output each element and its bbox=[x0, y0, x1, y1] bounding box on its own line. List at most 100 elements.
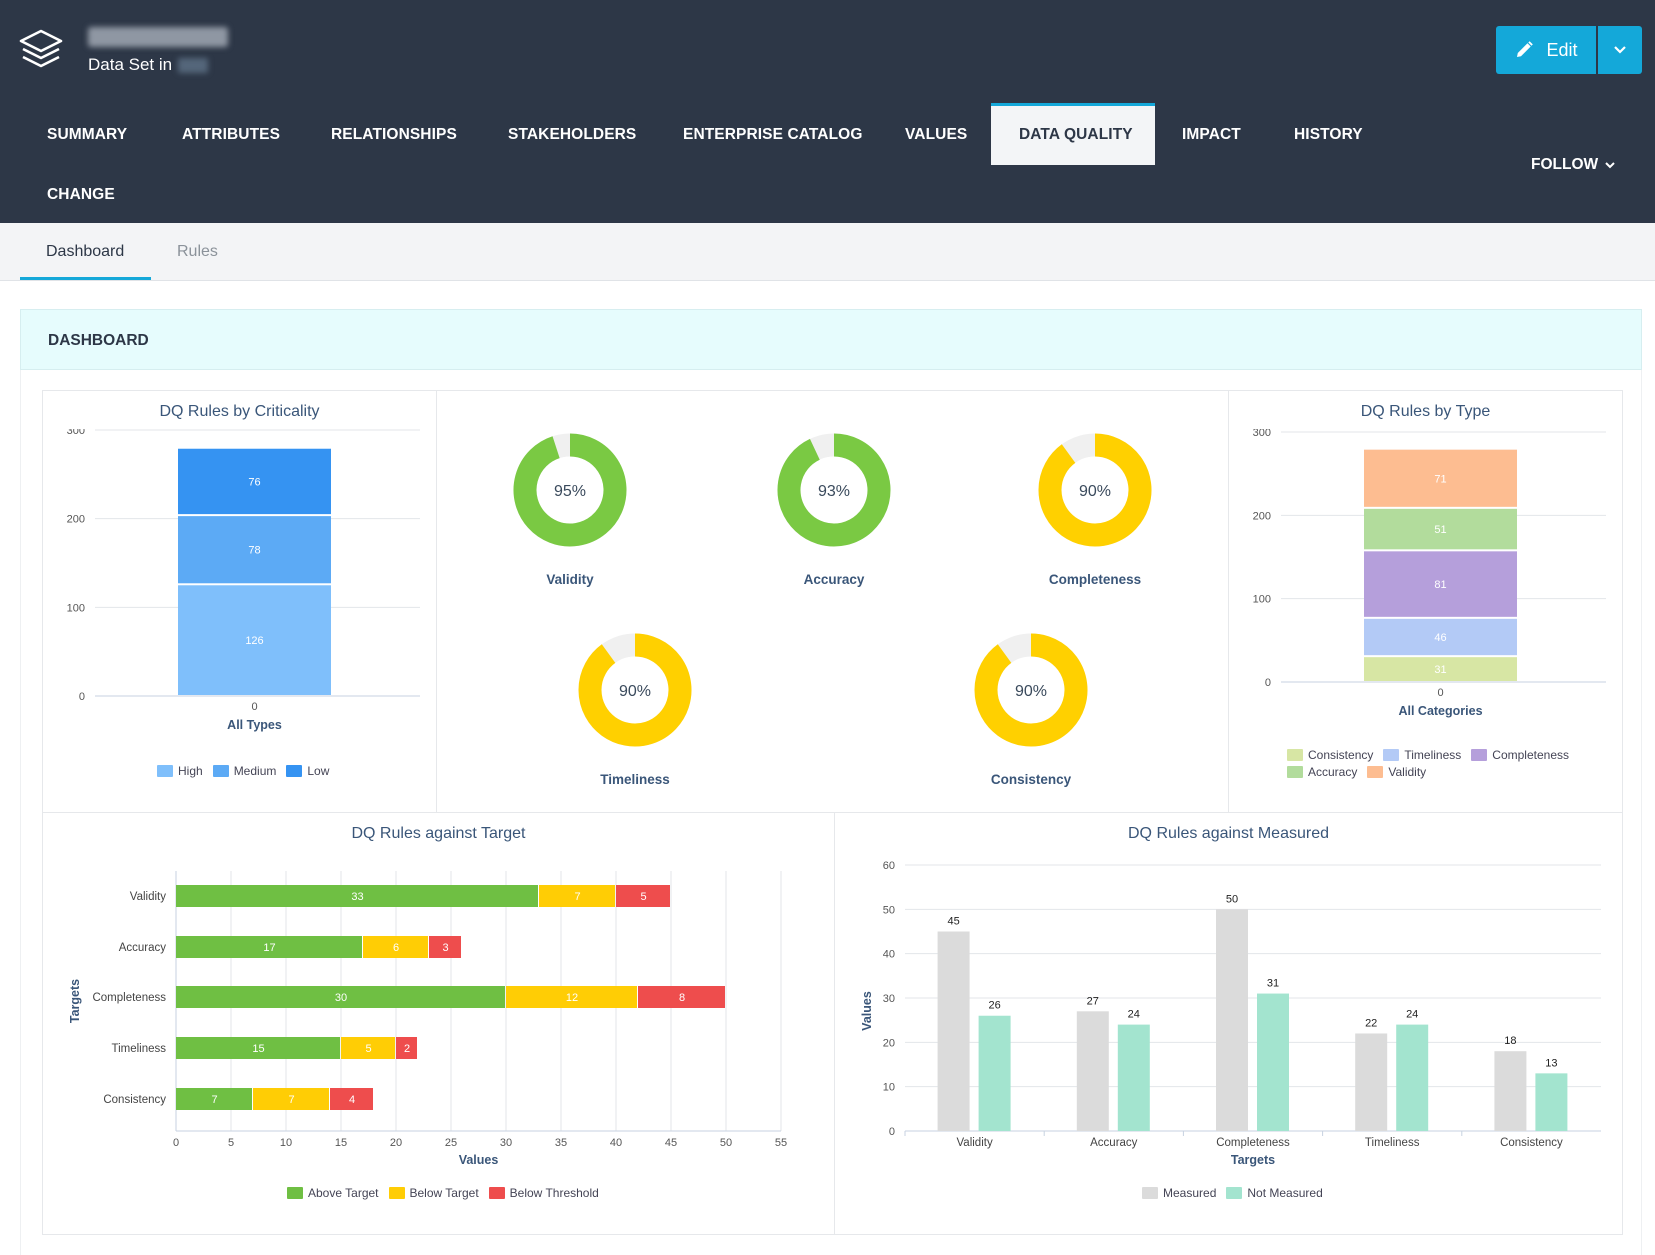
tab-attributes[interactable]: ATTRIBUTES bbox=[182, 126, 281, 143]
bar-segment-below-threshold bbox=[429, 936, 461, 958]
bar-measured bbox=[1076, 1011, 1109, 1131]
gauge-label: Timeliness bbox=[600, 772, 670, 787]
y-tick-label: Validity bbox=[130, 891, 166, 903]
legend-swatch bbox=[1226, 1187, 1243, 1199]
bar-segment-above-target bbox=[176, 1088, 252, 1110]
gauge-value: 90% bbox=[1079, 483, 1111, 500]
data-label: 7 bbox=[288, 1094, 294, 1106]
legend-item-above-target[interactable]: Above Target bbox=[287, 1186, 379, 1200]
bar-not-measured bbox=[1396, 1024, 1429, 1131]
data-label: 26 bbox=[988, 1000, 1000, 1012]
type-chart-panel: DQ Rules by Type 0 100 200 300 31 46 81 51 71 0 Al… bbox=[1228, 390, 1623, 813]
y-tick-label: 200 bbox=[1253, 510, 1271, 522]
tab-impact[interactable]: IMPACT bbox=[1182, 126, 1241, 143]
data-label: 5 bbox=[640, 891, 646, 903]
legend-item-below-threshold[interactable]: Below Threshold bbox=[488, 1186, 599, 1200]
tab-summary[interactable]: SUMMARY bbox=[47, 126, 128, 143]
data-label: 22 bbox=[1365, 1017, 1377, 1029]
gauge-value: 93% bbox=[818, 483, 850, 500]
bar-segment-accuracy bbox=[1364, 508, 1517, 550]
data-label: 7 bbox=[574, 891, 580, 903]
data-label: 18 bbox=[1504, 1035, 1516, 1047]
tab-change[interactable]: CHANGE bbox=[47, 186, 115, 203]
legend-item-not-measured[interactable]: Not Measured bbox=[1226, 1186, 1323, 1200]
edit-button[interactable]: Edit bbox=[1496, 26, 1596, 74]
y-tick-label: Timeliness bbox=[111, 1043, 166, 1055]
legend-item-completeness[interactable]: Completeness bbox=[1471, 748, 1569, 762]
chart-title: DQ Rules by Criticality bbox=[159, 403, 320, 420]
legend-swatch bbox=[157, 765, 173, 777]
bar-measured bbox=[937, 931, 970, 1131]
legend-label: Measured bbox=[1163, 1186, 1217, 1200]
legend-swatch bbox=[1471, 749, 1488, 761]
legend-item-timeliness[interactable]: Timeliness bbox=[1383, 748, 1461, 762]
edit-dropdown-button[interactable] bbox=[1598, 26, 1642, 74]
tab-history[interactable]: HISTORY bbox=[1294, 126, 1363, 143]
gauge-arc-accuracy bbox=[777, 433, 891, 547]
data-label: 17 bbox=[263, 942, 275, 954]
subtab-dashboard[interactable]: Dashboard bbox=[46, 243, 125, 260]
y-tick-label: 300 bbox=[67, 429, 85, 437]
bar-segment-below-target bbox=[253, 1088, 329, 1110]
data-label: 24 bbox=[1128, 1009, 1140, 1021]
criticality-chart: 0 100 200 300 126 78 76 0 All Types bbox=[67, 429, 420, 732]
legend-item-validity[interactable]: Validity bbox=[1367, 765, 1426, 779]
chart-title: DQ Rules against Measured bbox=[1128, 825, 1329, 842]
data-label: 8 bbox=[679, 992, 685, 1004]
legend-swatch bbox=[388, 1187, 405, 1199]
y-tick-label: 50 bbox=[883, 904, 895, 916]
gauge-label: Completeness bbox=[1049, 572, 1141, 587]
legend-item-consistency[interactable]: Consistency bbox=[1287, 748, 1373, 762]
tab-stakeholders[interactable]: STAKEHOLDERS bbox=[508, 126, 637, 143]
bar-segment-high bbox=[178, 585, 331, 695]
x-tick-label: 40 bbox=[610, 1137, 622, 1149]
target-chart-panel: DQ Rules against Target 0 5 10 15 20 25 30 35 40… bbox=[42, 812, 835, 1235]
legend-item-below-target[interactable]: Below Target bbox=[388, 1186, 479, 1200]
bar-not-measured bbox=[1535, 1073, 1568, 1131]
x-axis-title: Targets bbox=[1231, 1153, 1275, 1167]
legend-label: Below Target bbox=[409, 1186, 479, 1200]
tab-values[interactable]: VALUES bbox=[905, 126, 968, 143]
tab-relationships[interactable]: RELATIONSHIPS bbox=[331, 126, 457, 143]
legend-item-high[interactable]: High bbox=[157, 764, 203, 778]
subtab-rules[interactable]: Rules bbox=[177, 243, 218, 260]
data-label: 3 bbox=[442, 942, 448, 954]
gauge-label: Validity bbox=[546, 572, 594, 587]
subtitle-redacted bbox=[178, 57, 209, 73]
bar-not-measured bbox=[1257, 993, 1289, 1131]
x-tick-label: 45 bbox=[665, 1137, 677, 1149]
y-tick-label: 20 bbox=[883, 1037, 895, 1049]
category-label: All Categories bbox=[1398, 704, 1482, 718]
tab-enterprise-catalog[interactable]: ENTERPRISE CATALOG bbox=[683, 126, 863, 143]
data-label: 31 bbox=[1267, 978, 1279, 990]
tab-data-quality-active-bg bbox=[991, 103, 1155, 165]
y-tick-label: 0 bbox=[889, 1126, 895, 1138]
bar-measured bbox=[1494, 1051, 1527, 1131]
legend-label: Not Measured bbox=[1247, 1186, 1323, 1200]
bar-segment-below-target bbox=[341, 1037, 395, 1059]
bar-not-measured bbox=[1117, 1024, 1150, 1131]
layers-icon[interactable] bbox=[18, 28, 64, 72]
legend-label: Consistency bbox=[1308, 748, 1374, 762]
y-tick-label: 0 bbox=[1265, 677, 1271, 689]
dashboard-header: DASHBOARD bbox=[20, 309, 1642, 370]
legend-item-low[interactable]: Low bbox=[286, 764, 329, 778]
y-tick-label: 100 bbox=[67, 602, 85, 614]
legend-item-accuracy[interactable]: Accuracy bbox=[1287, 765, 1357, 779]
gauge-label: Consistency bbox=[991, 772, 1072, 787]
tab-data-quality[interactable]: DATA QUALITY bbox=[1019, 126, 1133, 143]
chart-title: DQ Rules against Target bbox=[351, 825, 526, 842]
follow-button[interactable]: FOLLOW bbox=[1531, 156, 1616, 174]
legend-swatch bbox=[1367, 766, 1384, 778]
y-tick-label: 300 bbox=[1253, 429, 1271, 439]
y-tick-label: 200 bbox=[67, 514, 85, 526]
legend-item-medium[interactable]: Medium bbox=[212, 764, 276, 778]
legend-label: High bbox=[178, 764, 203, 778]
bar-segment-above-target bbox=[176, 1037, 340, 1059]
app-header: Data Set in Edit SUMMARY ATTRIBUTES RELA… bbox=[0, 0, 1655, 223]
legend-item-measured[interactable]: Measured bbox=[1142, 1186, 1216, 1200]
bar-segment-below-target bbox=[539, 885, 615, 907]
data-label: 6 bbox=[393, 942, 399, 954]
dq-dimension-gauges: 95% Validity 93% Accuracy 90% Completeness 90%… bbox=[513, 433, 1152, 787]
